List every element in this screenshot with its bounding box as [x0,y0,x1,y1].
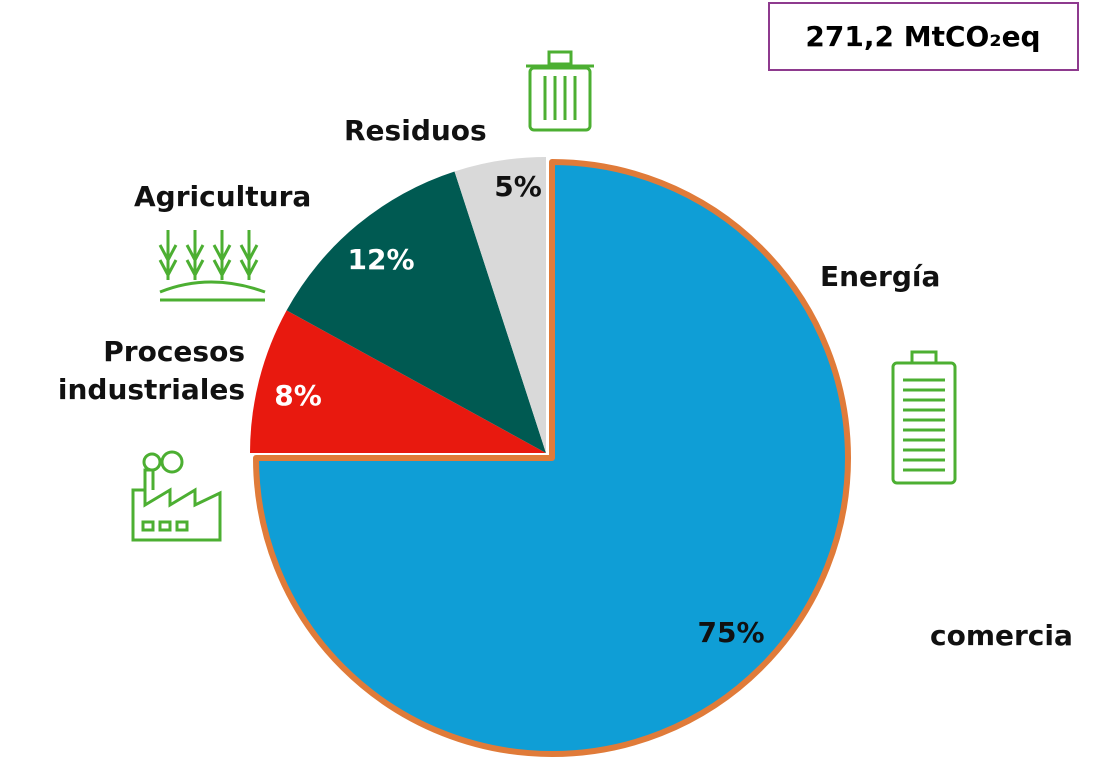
pie-value-label: 75% [697,616,764,649]
title-box [768,2,1079,71]
pie-value-label: 12% [347,243,414,276]
factory-icon [131,450,222,542]
category-label: Agricultura [134,180,312,213]
wheat-icon [158,230,266,302]
battery-icon [891,350,957,485]
trash-icon [526,50,594,132]
category-label: Residuos [344,114,487,147]
category-label: Energía [820,260,941,293]
pie-value-label: 8% [274,379,322,412]
annotation: comercia [930,619,1073,652]
category-label: Procesos industriales [57,335,245,406]
pie-slice [454,157,546,453]
pie-slice [253,159,851,757]
chart-title: 271,2 MtCO₂eq [805,20,1040,53]
icons [131,50,957,542]
pie-slice [250,310,546,453]
pie-slice [286,171,546,453]
pie-value-label: 5% [494,170,542,203]
